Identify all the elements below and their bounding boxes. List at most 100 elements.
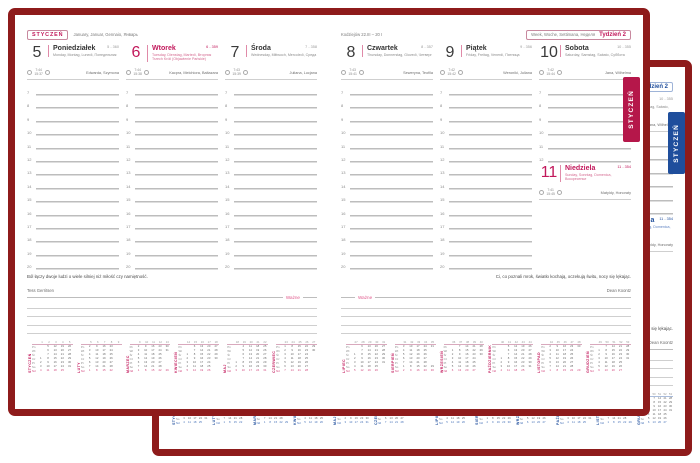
- mini-day-cell[interactable]: 8: [229, 420, 231, 425]
- mini-day-cell[interactable]: 21: [207, 348, 211, 353]
- mini-day-cell[interactable]: 22: [570, 368, 574, 373]
- mini-day-cell[interactable]: 7: [284, 368, 286, 373]
- note-line[interactable]: [341, 300, 631, 309]
- hour-row[interactable]: 10: [126, 123, 218, 136]
- mini-day-cell[interactable]: 5: [402, 352, 405, 357]
- mini-day-cell[interactable]: 14: [248, 356, 253, 361]
- half-hour-line[interactable]: [449, 242, 532, 244]
- month-tab-styczen-back[interactable]: STYCZEŃ: [668, 112, 685, 174]
- mini-day-cell[interactable]: 10: [187, 416, 192, 421]
- mini-day-cell[interactable]: 24: [618, 356, 623, 361]
- mini-day-cell[interactable]: 8: [458, 348, 461, 353]
- mini-day-cell[interactable]: 20: [374, 344, 378, 349]
- mini-day-cell[interactable]: 11: [193, 364, 196, 369]
- mini-day-cell[interactable]: 12: [360, 368, 364, 373]
- hour-row[interactable]: 19: [126, 243, 218, 256]
- mini-day-cell[interactable]: 6: [88, 360, 91, 365]
- mini-day-cell[interactable]: 26: [109, 356, 113, 361]
- hour-row[interactable]: 15: [27, 190, 119, 203]
- half-hour-line[interactable]: [36, 175, 119, 177]
- hour-write-line[interactable]: [234, 134, 317, 136]
- mini-day-cell[interactable]: 18: [658, 412, 662, 417]
- hour-write-line[interactable]: [350, 254, 433, 256]
- mini-day-cell[interactable]: 24: [304, 352, 309, 357]
- half-hour-line[interactable]: [135, 108, 218, 110]
- mini-day-cell[interactable]: 23: [256, 364, 260, 369]
- mini-day-cell[interactable]: 19: [465, 364, 469, 369]
- hour-row[interactable]: 10: [225, 123, 317, 136]
- mini-day-cell[interactable]: 10: [506, 364, 511, 369]
- half-hour-line[interactable]: [449, 94, 532, 96]
- half-hour-line[interactable]: [449, 161, 532, 163]
- hour-write-line[interactable]: [135, 93, 218, 95]
- mini-day-cell[interactable]: 2: [500, 360, 503, 365]
- mini-day-cell[interactable]: 13: [95, 360, 99, 365]
- mini-day-cell[interactable]: 26: [207, 368, 211, 373]
- mini-day-cell[interactable]: 16: [53, 360, 57, 365]
- mini-day-cell[interactable]: 25: [521, 368, 525, 373]
- mini-day-cell[interactable]: 8: [492, 416, 494, 421]
- mini-day-cell[interactable]: 22: [502, 416, 506, 421]
- hour-write-line[interactable]: [36, 147, 119, 149]
- half-hour-line[interactable]: [135, 161, 218, 163]
- half-hour-line[interactable]: [449, 228, 532, 230]
- hour-write-line[interactable]: [234, 214, 317, 216]
- mini-day-cell[interactable]: 3: [598, 356, 600, 361]
- hour-row[interactable]: 15: [440, 190, 532, 203]
- half-hour-line[interactable]: [234, 228, 317, 230]
- mini-day-cell[interactable]: 19: [456, 420, 460, 425]
- mini-day-cell[interactable]: 14: [465, 344, 469, 349]
- mini-day-cell[interactable]: 19: [200, 368, 204, 373]
- mini-day-cell[interactable]: 20: [562, 360, 567, 365]
- hour-row[interactable]: 9: [440, 109, 532, 122]
- mini-day-cell[interactable]: 7: [402, 360, 405, 365]
- mini-day-cell[interactable]: 28: [479, 344, 483, 349]
- note-line[interactable]: [27, 326, 317, 335]
- mini-day-cell[interactable]: 11: [451, 416, 454, 421]
- hour-row[interactable]: 8: [341, 96, 433, 109]
- mini-day-cell[interactable]: 13: [652, 420, 656, 425]
- mini-day-cell[interactable]: 28: [570, 364, 574, 369]
- hour-row[interactable]: 11: [341, 136, 433, 149]
- mini-day-cell[interactable]: 20: [297, 364, 301, 369]
- hour-row[interactable]: 18: [341, 230, 433, 243]
- mini-day-cell[interactable]: 31: [430, 344, 434, 349]
- mini-day-cell[interactable]: 21: [562, 364, 567, 369]
- mini-day-cell[interactable]: 18: [456, 416, 460, 421]
- half-hour-line[interactable]: [36, 135, 119, 137]
- mini-day-cell[interactable]: 18: [193, 420, 197, 425]
- mini-day-cell[interactable]: 26: [319, 420, 323, 425]
- mini-day-cell[interactable]: 9: [605, 352, 607, 357]
- mini-day-cell[interactable]: 8: [291, 344, 293, 349]
- hour-write-line[interactable]: [350, 93, 433, 95]
- mini-day-cell[interactable]: 31: [204, 416, 208, 421]
- hour-write-line[interactable]: [135, 268, 218, 270]
- mini-day-cell[interactable]: 6: [402, 356, 405, 361]
- hour-write-line[interactable]: [449, 107, 532, 109]
- hour-write-line[interactable]: [449, 147, 532, 149]
- mini-day-cell[interactable]: 8: [605, 348, 607, 353]
- mini-day-cell[interactable]: 6: [242, 352, 245, 357]
- mini-day-cell[interactable]: 23: [207, 356, 211, 361]
- mini-day-cell[interactable]: 3: [235, 368, 237, 373]
- mini-day-cell[interactable]: 23: [360, 416, 364, 421]
- hour-write-line[interactable]: [135, 254, 218, 256]
- mini-day-cell[interactable]: 25: [319, 416, 323, 421]
- half-hour-line[interactable]: [350, 242, 433, 244]
- half-hour-line[interactable]: [36, 269, 119, 271]
- mini-day-cell[interactable]: 25: [570, 352, 574, 357]
- mini-day-cell[interactable]: 8: [144, 368, 147, 373]
- hour-write-line[interactable]: [350, 147, 433, 149]
- mini-day-cell[interactable]: 18: [577, 420, 581, 425]
- hour-write-line[interactable]: [350, 134, 433, 136]
- mini-day-cell[interactable]: 3: [567, 416, 569, 421]
- mini-day-cell[interactable]: 16: [102, 344, 106, 349]
- mini-day-cell[interactable]: 5: [304, 420, 306, 425]
- mini-day-cell[interactable]: 9: [291, 348, 293, 353]
- mini-day-cell[interactable]: 16: [465, 352, 469, 357]
- mini-day-cell[interactable]: 23: [158, 344, 162, 349]
- hour-write-line[interactable]: [36, 268, 119, 270]
- hour-row[interactable]: 18: [440, 230, 532, 243]
- hour-write-line[interactable]: [36, 174, 119, 176]
- mini-day-cell[interactable]: 30: [668, 404, 673, 409]
